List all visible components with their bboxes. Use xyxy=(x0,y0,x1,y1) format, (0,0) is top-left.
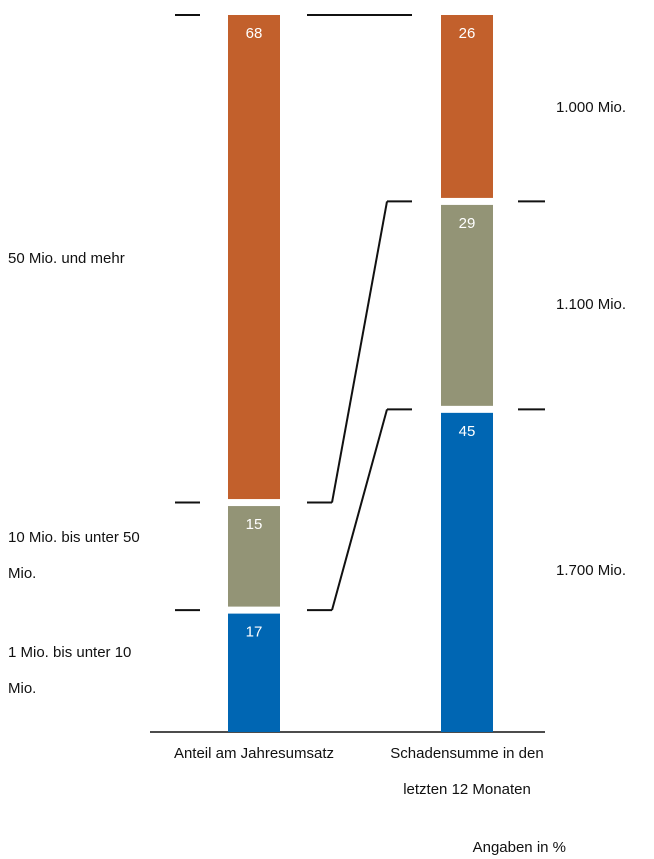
value-label: 17 xyxy=(246,624,263,641)
bar-segment xyxy=(228,15,280,500)
x-tick-label: Schadensumme in den letzten 12 Monaten xyxy=(390,745,544,798)
right-label: 1.700 Mio. xyxy=(556,561,627,579)
value-label: 26 xyxy=(459,25,476,42)
bar-segment xyxy=(441,204,493,406)
series-label: 1 Mio. bis unter 10 Mio. xyxy=(8,644,132,698)
series-label: 50 Mio. und mehr xyxy=(8,249,125,267)
value-label: 15 xyxy=(246,516,263,533)
connector xyxy=(331,409,388,611)
connector xyxy=(331,201,388,503)
value-label: 45 xyxy=(459,423,476,440)
series-label: 10 Mio. bis unter 50 Mio. xyxy=(8,529,140,583)
value-label: 68 xyxy=(246,25,263,42)
right-label: 1.100 Mio. xyxy=(556,296,627,314)
note: Angaben in % xyxy=(472,839,566,856)
bar-segment xyxy=(228,613,280,732)
bar-segment xyxy=(441,15,493,198)
right-label: 1.000 Mio. xyxy=(556,99,627,117)
x-tick-label: Anteil am Jahresumsatz xyxy=(173,745,335,762)
bar-segment xyxy=(228,506,280,607)
bar-segment xyxy=(441,412,493,732)
value-label: 29 xyxy=(459,215,476,232)
